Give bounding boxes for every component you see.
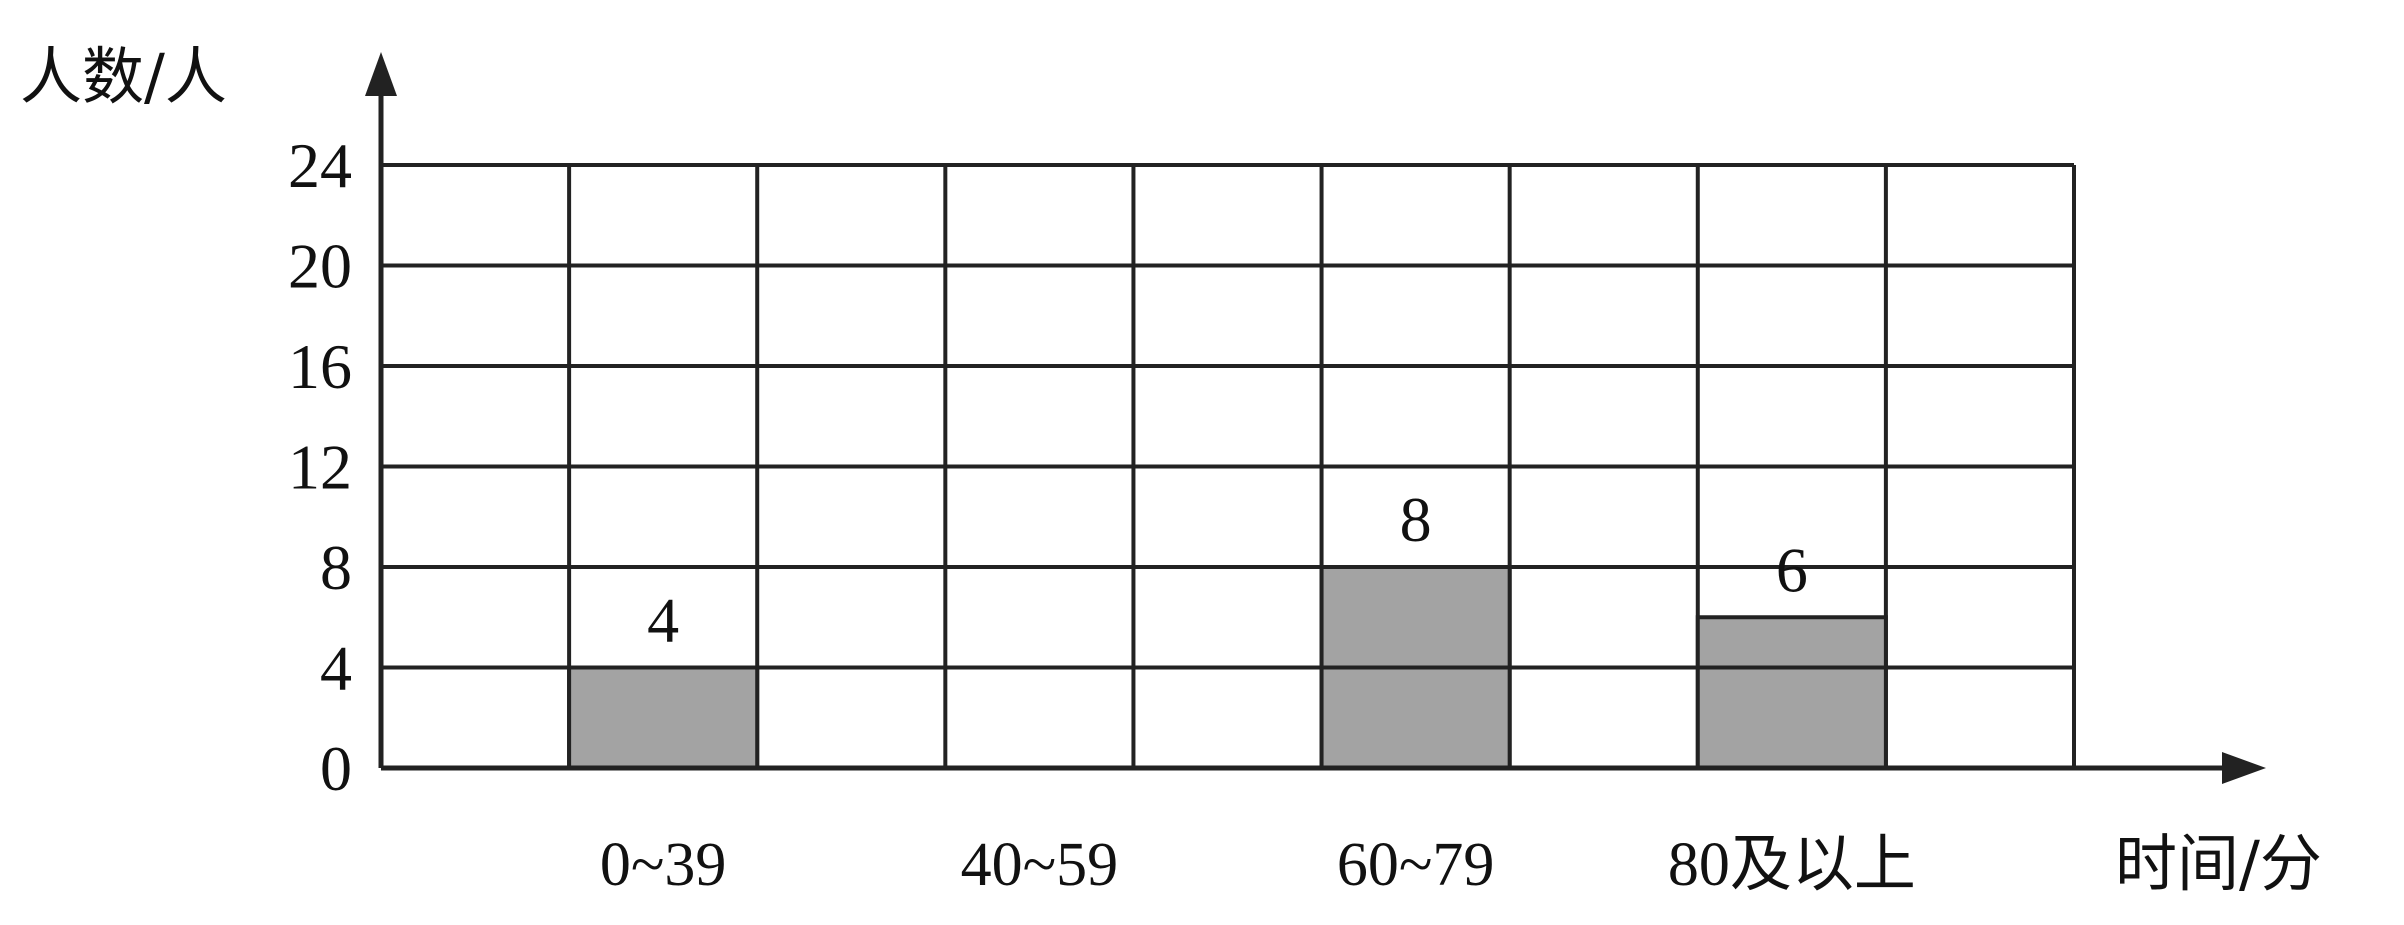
data-labels: 4 8 6 bbox=[647, 484, 1808, 656]
axes bbox=[365, 52, 2266, 784]
y-tick-label: 8 bbox=[320, 532, 352, 603]
x-axis-arrow-icon bbox=[2222, 752, 2266, 784]
bars bbox=[567, 565, 1888, 770]
y-axis-title: 人数/人 bbox=[20, 40, 227, 113]
y-tick-label: 12 bbox=[288, 432, 352, 503]
y-axis-arrow-icon bbox=[365, 52, 397, 96]
y-tick-label: 24 bbox=[288, 130, 352, 201]
x-tick-label: 60~79 bbox=[1337, 831, 1495, 899]
x-tick-label: 0~39 bbox=[600, 831, 727, 899]
y-tick-label: 20 bbox=[288, 231, 352, 302]
bar bbox=[567, 665, 760, 770]
data-label: 4 bbox=[647, 585, 679, 656]
x-tick-label: 40~59 bbox=[961, 831, 1119, 899]
x-category-labels: 0~39 40~59 60~79 80及以上 bbox=[600, 831, 1916, 899]
y-tick-label: 4 bbox=[320, 633, 352, 704]
y-tick-labels: 0 4 8 12 16 20 24 bbox=[288, 130, 352, 804]
bar bbox=[1695, 615, 1888, 770]
y-tick-label: 16 bbox=[288, 331, 352, 402]
y-tick-label: 0 bbox=[320, 733, 352, 804]
x-tick-label: 80及以上 bbox=[1668, 831, 1916, 899]
data-label: 6 bbox=[1776, 534, 1808, 605]
x-axis-title: 时间/分 bbox=[2115, 827, 2322, 900]
data-label: 8 bbox=[1400, 484, 1432, 555]
